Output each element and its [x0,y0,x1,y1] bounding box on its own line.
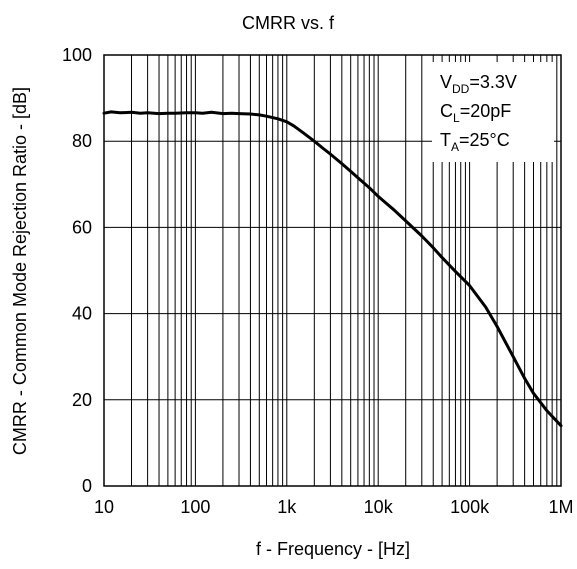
plot-frame [103,54,562,487]
annotation-line: TA=25°C [440,130,510,154]
y-tick-label: 40 [72,304,92,324]
x-axis-title: f - Frequency - [Hz] [256,539,410,559]
series-layer [102,110,563,428]
y-tick-labels: 0 20 40 60 80 100 [62,45,92,496]
y-axis-title: CMRR - Common Mode Rejection Ratio - [dB… [10,87,30,455]
y-tick-label: 60 [72,217,92,237]
x-tick-label: 10 [94,497,114,517]
x-tick-label: 10k [364,497,394,517]
annotation-line: CL=20pF [440,101,511,125]
x-tick-label: 100k [450,497,490,517]
chart-title: CMRR vs. f [242,13,335,33]
grid [104,55,561,486]
series-line [102,110,563,428]
x-tick-labels: 10 100 1k 10k 100k 1M [94,497,574,517]
x-tick-label: 100 [180,497,210,517]
annotation-background [432,62,554,162]
y-tick-label: 0 [82,476,92,496]
y-tick-label: 80 [72,131,92,151]
condition-annotation: VDD=3.3V CL=20pF TA=25°C [432,62,554,162]
y-tick-label: 20 [72,390,92,410]
x-tick-label: 1M [548,497,573,517]
y-tick-label: 100 [62,45,92,65]
annotation-line: VDD=3.3V [440,72,517,96]
x-tick-label: 1k [277,497,297,517]
